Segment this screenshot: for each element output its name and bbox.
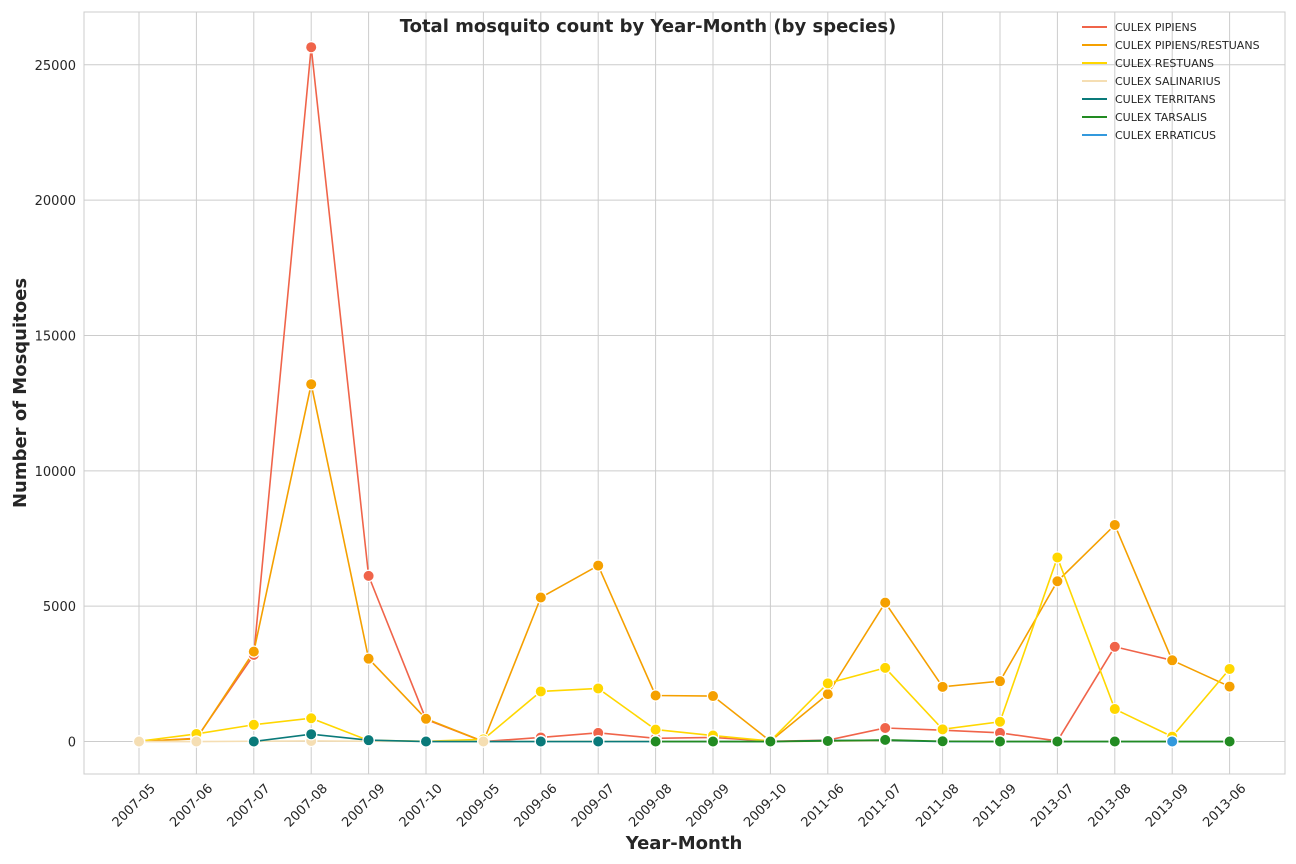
- data-point: [821, 734, 835, 748]
- legend-label: CULEX RESTUANS: [1115, 57, 1214, 70]
- data-point: [1108, 702, 1122, 716]
- series-points: [132, 40, 1236, 748]
- data-point: [362, 733, 375, 747]
- data-point: [305, 378, 318, 391]
- chart-title: Total mosquito count by Year-Month (by s…: [400, 16, 897, 37]
- data-point: [362, 652, 375, 665]
- series-line-1: [138, 384, 1230, 743]
- data-point: [1223, 680, 1236, 693]
- data-point: [592, 559, 605, 572]
- data-point: [936, 735, 949, 748]
- data-point: [764, 735, 777, 748]
- y-tick-label: 15000: [35, 329, 76, 344]
- data-point: [993, 674, 1007, 688]
- data-point: [534, 685, 548, 698]
- legend-label: CULEX PIPIENS: [1115, 21, 1197, 34]
- data-point: [993, 735, 1007, 748]
- data-point: [477, 735, 490, 748]
- data-point: [821, 687, 835, 701]
- data-point: [706, 735, 720, 748]
- data-point: [879, 733, 892, 747]
- data-point: [305, 728, 318, 741]
- y-axis-title: Number of Mosquitoes: [10, 278, 31, 508]
- data-point: [936, 680, 949, 694]
- data-point: [362, 569, 375, 583]
- data-point: [419, 712, 433, 725]
- legend-label: CULEX TERRITANS: [1115, 93, 1216, 106]
- data-point: [247, 645, 260, 658]
- data-point: [592, 735, 605, 748]
- data-point: [305, 40, 318, 54]
- data-point: [1223, 662, 1236, 676]
- data-point: [649, 689, 662, 702]
- data-point: [1108, 735, 1122, 748]
- series-line-2: [138, 555, 1231, 743]
- data-point: [879, 596, 892, 609]
- data-point: [706, 689, 720, 703]
- data-point: [1165, 654, 1179, 667]
- data-point: [649, 723, 662, 736]
- data-point: [821, 677, 835, 690]
- data-point: [1108, 518, 1122, 532]
- data-point: [534, 591, 548, 604]
- data-point: [1051, 575, 1064, 588]
- data-point: [1108, 640, 1122, 653]
- data-point: [419, 735, 433, 748]
- data-point: [1223, 735, 1236, 748]
- data-point: [132, 735, 146, 748]
- data-point: [247, 735, 260, 748]
- plot-frame: [83, 11, 1286, 775]
- data-point: [190, 735, 203, 748]
- y-tick-label: 10000: [35, 465, 76, 480]
- legend-label: CULEX TARSALIS: [1115, 111, 1207, 124]
- legend-label: CULEX ERRATICUS: [1115, 129, 1216, 142]
- data-point: [1051, 735, 1064, 748]
- x-axis-title: Year-Month: [625, 833, 743, 854]
- y-tick-label: 20000: [35, 194, 76, 209]
- data-point: [247, 718, 260, 731]
- data-point: [649, 735, 662, 748]
- data-point: [305, 712, 318, 725]
- data-point: [879, 661, 892, 675]
- legend-label: CULEX SALINARIUS: [1115, 75, 1221, 88]
- legend-label: CULEX PIPIENS/RESTUANS: [1115, 39, 1260, 52]
- data-point: [993, 715, 1007, 728]
- legend: CULEX PIPIENS CULEX PIPIENS/RESTUANS CULEX…: [1082, 21, 1260, 142]
- x-gridlines: [138, 12, 1231, 774]
- data-point: [879, 721, 892, 735]
- y-tick-labels: 0 5000 10000 15000 20000 25000: [35, 59, 76, 751]
- data-point: [534, 735, 548, 748]
- data-point: [592, 682, 605, 695]
- y-tick-label: 5000: [43, 600, 76, 615]
- y-tick-label: 0: [68, 736, 76, 751]
- y-tick-label: 25000: [35, 59, 76, 74]
- data-point: [936, 723, 949, 736]
- data-point: [1165, 735, 1179, 748]
- data-point: [1051, 551, 1064, 564]
